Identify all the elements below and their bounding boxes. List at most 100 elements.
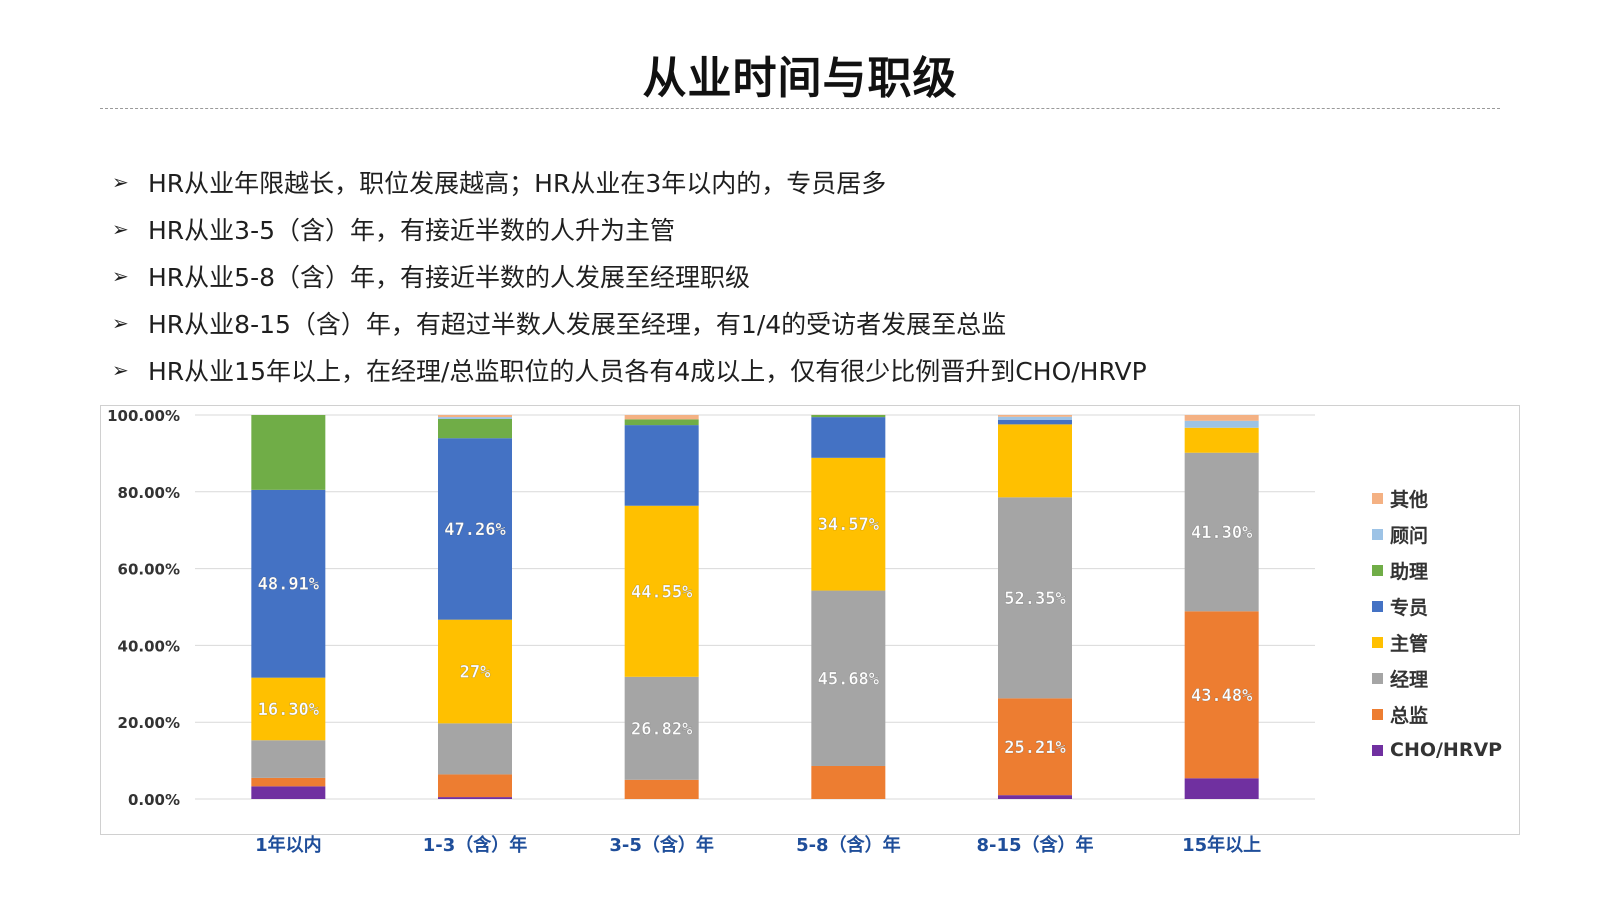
legend-item: 主管: [1372, 624, 1502, 660]
data-label: 27%: [460, 663, 491, 683]
bar-segment: [438, 438, 512, 620]
bar-segment: [251, 677, 326, 741]
bar-segment: [998, 424, 1072, 498]
bullet-item: ➢ HR从业8-15（含）年，有超过半数人发展至经理，有1/4的受访者发展至总监: [112, 299, 1492, 346]
x-category-label: 1-3（含）年: [423, 834, 528, 856]
bar-segment: [438, 619, 512, 724]
bullet-item: ➢ HR从业年限越长，职位发展越高；HR从业在3年以内的，专员居多: [112, 158, 1492, 205]
data-label: 26.82%: [631, 719, 693, 739]
legend-label: 其他: [1390, 488, 1429, 511]
bullet-text: HR从业年限越长，职位发展越高；HR从业在3年以内的，专员居多: [148, 168, 887, 198]
bar-segment: [251, 777, 326, 787]
bar-segment: [1184, 415, 1259, 421]
chart-legend: 其他顾问助理专员主管经理总监 CHO/HRVP: [1372, 480, 1502, 768]
bullet-item: ➢ HR从业5-8（含）年，有接近半数的人发展至经理职级: [112, 252, 1492, 299]
bullet-text: HR从业3-5（含）年，有接近半数的人升为主管: [148, 215, 676, 245]
bar-segment: [438, 418, 512, 439]
bar-segment: [998, 416, 1072, 420]
data-label: 52.35%: [1004, 589, 1066, 609]
x-category-label: 1年以内: [255, 834, 322, 856]
x-category-label: 3-5（含）年: [609, 834, 714, 856]
bullet-arrow-icon: ➢: [112, 263, 129, 288]
bullet-item: ➢ HR从业15年以上，在经理/总监职位的人员各有4成以上，仅有很少比例晋升到C…: [112, 346, 1492, 393]
data-label: 47.26%: [444, 520, 506, 540]
legend-item: 其他: [1372, 480, 1502, 516]
data-label: 45.68%: [818, 669, 880, 689]
legend-swatch: [1372, 672, 1383, 684]
bar-segment: [998, 698, 1072, 796]
legend-swatch: [1372, 564, 1383, 576]
legend-label: 顾问: [1390, 524, 1429, 547]
data-label: 41.30%: [1191, 523, 1253, 543]
bar-segment: [811, 457, 886, 591]
bar-segment: [251, 415, 326, 490]
bullet-arrow-icon: ➢: [112, 310, 129, 335]
legend-label: 总监: [1390, 704, 1429, 727]
bar-segment: [1184, 452, 1259, 612]
bar-segment: [624, 419, 699, 426]
bar-segment: [811, 417, 886, 458]
bullet-text: HR从业8-15（含）年，有超过半数人发展至经理，有1/4的受访者发展至总监: [148, 309, 1007, 339]
data-label: 48.91%: [258, 575, 320, 595]
bullet-arrow-icon: ➢: [112, 169, 129, 194]
bar-segment: [438, 774, 512, 798]
y-tick-label: 20.00%: [118, 714, 180, 732]
y-tick-label: 100.00%: [107, 407, 180, 425]
bar-segment: [438, 797, 512, 799]
legend-swatch: [1372, 600, 1383, 612]
bar-segment: [1184, 778, 1259, 799]
bar-segment: [811, 590, 886, 766]
y-tick-label: 0.00%: [128, 791, 180, 809]
bar-segment: [624, 505, 699, 677]
legend-label: CHO/HRVP: [1390, 739, 1503, 761]
bullet-list: ➢ HR从业年限越长，职位发展越高；HR从业在3年以内的，专员居多 ➢ HR从业…: [112, 158, 1492, 393]
y-tick-label: 40.00%: [118, 637, 180, 655]
bar-segment: [624, 676, 699, 780]
data-label: 34.57%: [818, 515, 880, 535]
bullet-text: HR从业15年以上，在经理/总监职位的人员各有4成以上，仅有很少比例晋升到CHO…: [148, 356, 1147, 386]
y-tick-label: 60.00%: [118, 561, 180, 579]
bar-segment: [438, 415, 512, 418]
legend-item: 助理: [1372, 552, 1502, 588]
data-label: 16.30%: [258, 700, 320, 720]
data-label: 25.21%: [1004, 738, 1066, 758]
bullet-arrow-icon: ➢: [112, 357, 129, 382]
bullet-item: ➢ HR从业3-5（含）年，有接近半数的人升为主管: [112, 205, 1492, 252]
bar-segment: [624, 779, 699, 799]
x-category-label: 8-15（含）年: [976, 834, 1093, 856]
bar-segment: [998, 415, 1072, 417]
title-divider: [100, 108, 1500, 109]
chart-frame: [100, 405, 1520, 835]
legend-swatch: [1372, 708, 1383, 720]
legend-label: 主管: [1390, 632, 1429, 655]
bullet-arrow-icon: ➢: [112, 216, 129, 241]
legend-item: CHO/HRVP: [1372, 732, 1502, 768]
x-category-label: 15年以上: [1182, 834, 1261, 856]
legend-label: 专员: [1390, 596, 1429, 619]
page-title: 从业时间与职级: [642, 53, 958, 104]
legend-swatch: [1372, 492, 1383, 504]
legend-item: 总监: [1372, 696, 1502, 732]
bar-segment: [624, 415, 699, 420]
bar-segment: [438, 723, 512, 775]
legend-item: 顾问: [1372, 516, 1502, 552]
bar-segment: [624, 425, 699, 506]
bullet-text: HR从业5-8（含）年，有接近半数的人发展至经理职级: [148, 262, 751, 292]
bar-segment: [251, 786, 326, 799]
legend-item: 经理: [1372, 660, 1502, 696]
bar-segment: [438, 417, 512, 419]
y-tick-label: 80.00%: [118, 484, 180, 502]
legend-label: 助理: [1390, 560, 1429, 583]
bar-segment: [998, 419, 1072, 425]
legend-label: 经理: [1390, 668, 1429, 691]
legend-swatch: [1372, 528, 1383, 540]
bar-segment: [1184, 420, 1259, 428]
bar-segment: [1184, 611, 1259, 779]
bar-segment: [811, 414, 886, 418]
bar-segment: [251, 489, 326, 678]
bar-segment: [811, 765, 886, 799]
data-label: 43.48%: [1191, 686, 1253, 706]
data-label: 44.55%: [631, 582, 693, 602]
bar-segment: [1184, 427, 1259, 453]
